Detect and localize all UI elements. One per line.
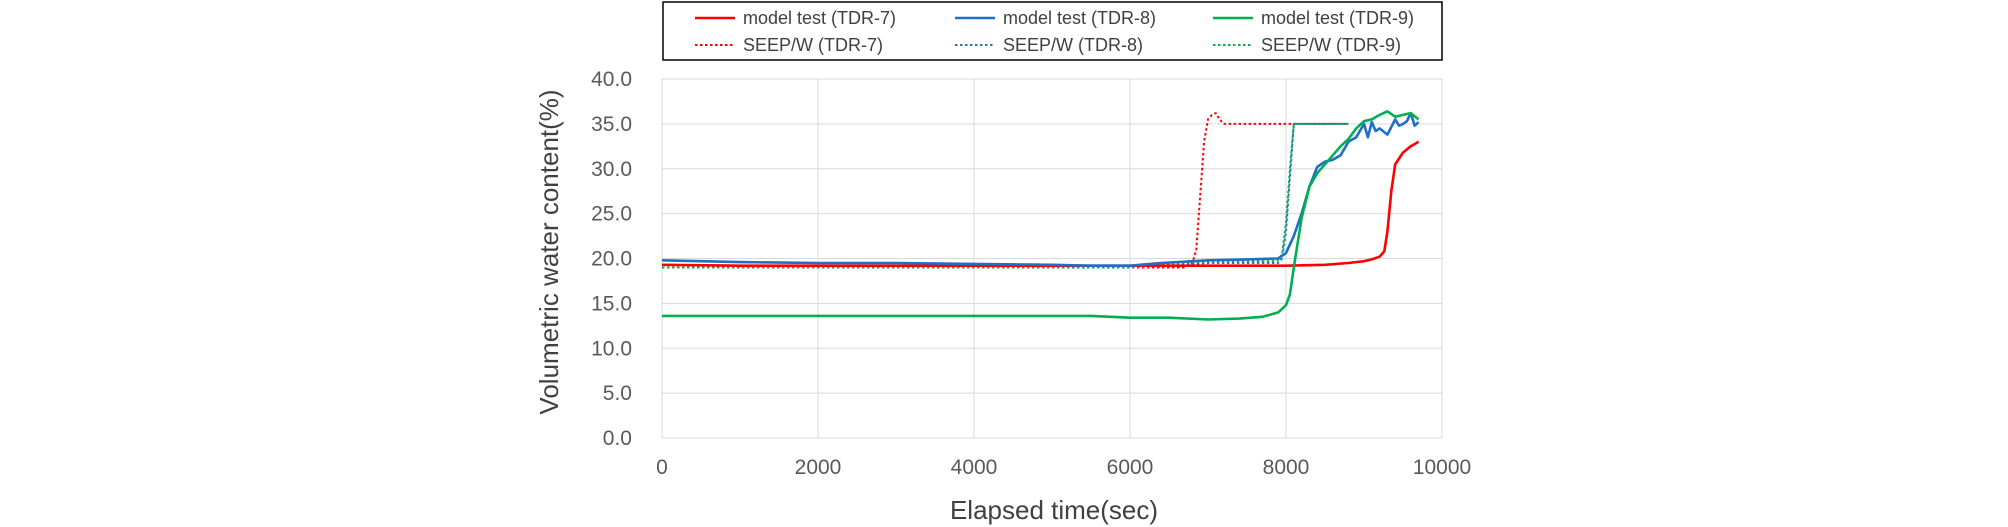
y-axis-title: Volumetric water content(%) [534, 89, 564, 414]
legend-label: SEEP/W (TDR-9) [1261, 35, 1401, 55]
x-tick-label: 0 [656, 456, 668, 479]
x-tick-labels: 0 2000 4000 6000 8000 10000 [656, 456, 1471, 479]
x-tick-label: 4000 [951, 456, 998, 479]
series-line-seep-w-tdr-8 [662, 122, 1349, 269]
gridlines [661, 78, 1443, 439]
series-line-model-test-tdr-9 [662, 110, 1420, 321]
y-tick-label: 10.0 [591, 337, 632, 360]
series-line-model-test-tdr-7 [661, 140, 1420, 268]
y-tick-label: 0.0 [603, 427, 632, 450]
x-tick-label: 10000 [1413, 456, 1471, 479]
legend-label: SEEP/W (TDR-7) [743, 35, 883, 55]
y-tick-label: 5.0 [603, 382, 632, 405]
x-axis-title: Elapsed time(sec) [950, 495, 1158, 525]
x-tick-label: 2000 [795, 456, 842, 479]
legend-label: model test (TDR-8) [1003, 8, 1156, 28]
series-line-model-test-tdr-8 [661, 111, 1420, 268]
y-tick-label: 30.0 [591, 158, 632, 181]
legend-label: model test (TDR-7) [743, 8, 896, 28]
series-layer [661, 110, 1420, 321]
x-tick-label: 6000 [1107, 456, 1154, 479]
legend-box [662, 1, 1443, 61]
x-tick-label: 8000 [1263, 456, 1310, 479]
y-tick-label: 15.0 [591, 292, 632, 315]
legend-label: SEEP/W (TDR-8) [1003, 35, 1143, 55]
plot-area [661, 78, 1443, 439]
legend-label: model test (TDR-9) [1261, 8, 1414, 28]
y-tick-label: 40.0 [591, 68, 632, 91]
series-line-seep-w-tdr-9 [662, 122, 1349, 269]
y-tick-label: 20.0 [591, 248, 632, 271]
y-tick-label: 25.0 [591, 203, 632, 226]
series-line-seep-w-tdr-7 [662, 112, 1349, 269]
legend: model test (TDR-7) model test (TDR-8) mode… [662, 1, 1443, 61]
y-tick-label: 35.0 [591, 113, 632, 136]
y-tick-labels: 0.0 5.0 10.0 15.0 20.0 25.0 30.0 35.0 40.0 [591, 68, 632, 450]
